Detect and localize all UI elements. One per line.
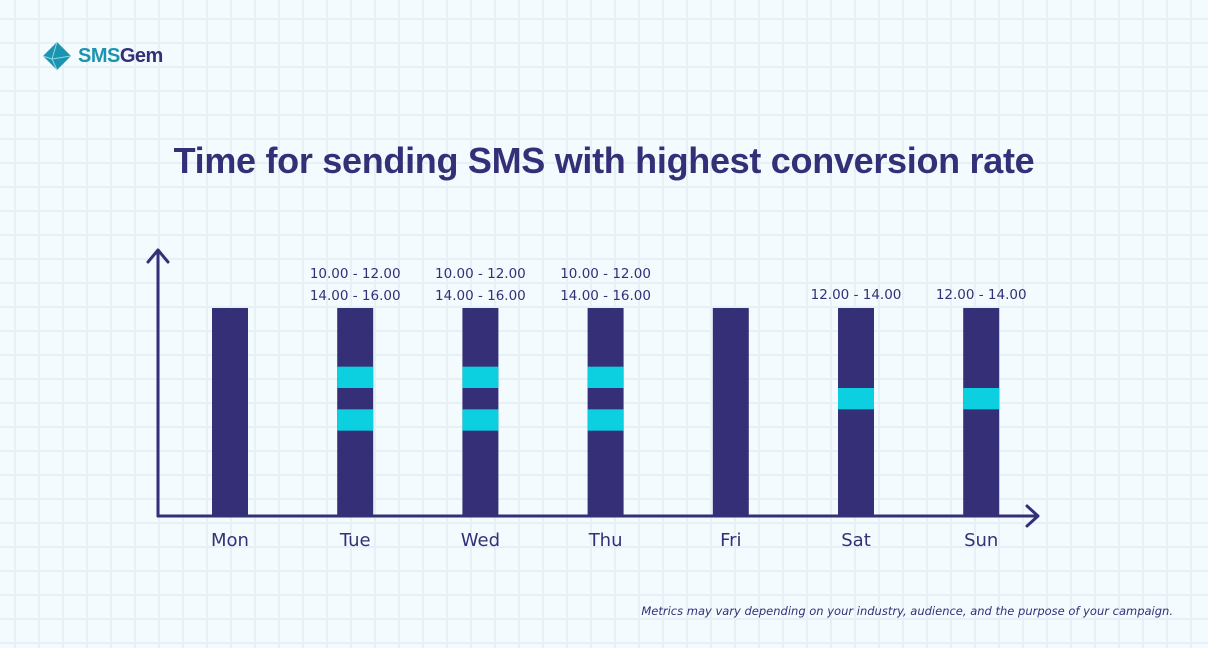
window-label: 14.00 - 16.00 <box>310 288 401 304</box>
highlight-window <box>462 366 499 388</box>
highlight-window <box>337 366 374 388</box>
logo-text: SMSGem <box>78 44 163 67</box>
logo: SMSGem <box>42 41 163 71</box>
x-axis-arrow <box>1025 504 1040 528</box>
window-label: 10.00 - 12.00 <box>435 266 526 282</box>
x-tick-label: Sat <box>841 530 871 551</box>
x-tick-label: Tue <box>339 530 371 551</box>
highlight-window <box>587 366 624 388</box>
highlight-window <box>337 409 374 431</box>
x-tick-label: Thu <box>588 530 623 551</box>
y-axis-arrow <box>146 248 170 264</box>
highlight-window <box>587 409 624 431</box>
window-label: 14.00 - 16.00 <box>560 288 651 304</box>
x-tick-label: Wed <box>461 530 500 551</box>
window-label: 14.00 - 16.00 <box>435 288 526 304</box>
chart-title: Time for sending SMS with highest conver… <box>173 140 1035 181</box>
gem-icon <box>42 41 72 71</box>
window-label: 10.00 - 12.00 <box>560 266 651 282</box>
bar-sun <box>963 308 1000 516</box>
bar-sat <box>838 308 874 516</box>
footnote: Metrics may vary depending on your indus… <box>641 604 1173 618</box>
highlight-window <box>963 388 1000 410</box>
x-tick-label: Fri <box>720 530 741 551</box>
window-label: 12.00 - 14.00 <box>811 287 902 303</box>
highlight-window <box>462 409 499 431</box>
bar-fri <box>712 308 749 516</box>
bar-mon <box>212 308 248 516</box>
x-tick-label: Sun <box>964 530 998 551</box>
highlight-window <box>838 388 874 410</box>
window-label: 10.00 - 12.00 <box>310 266 401 282</box>
window-label: 12.00 - 14.00 <box>936 287 1027 303</box>
x-tick-label: Mon <box>211 530 249 551</box>
